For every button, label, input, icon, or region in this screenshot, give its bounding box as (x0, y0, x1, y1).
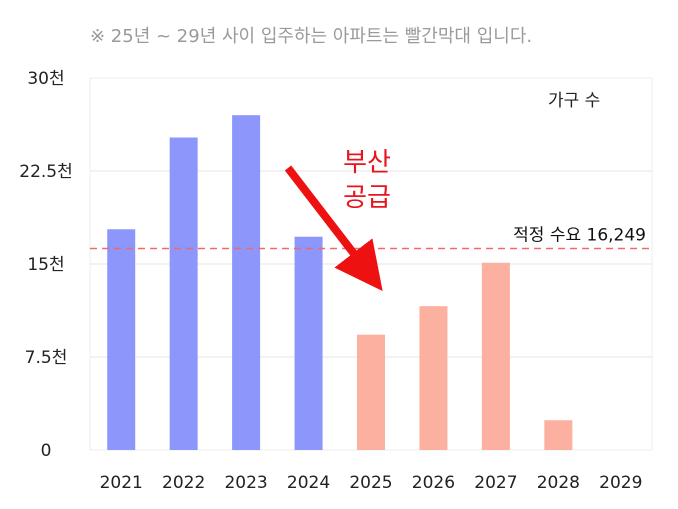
x-tick-label: 2024 (287, 473, 330, 493)
annotation-line1: 부산 (343, 148, 391, 178)
legend-label: 가구 수 (548, 91, 600, 111)
x-axis-ticks: 2021 2022 2023 2024 2025 2026 2027 2028 2029 (100, 473, 643, 493)
down-arrow-icon (284, 165, 383, 292)
x-tick-label: 2021 (100, 473, 143, 493)
y-tick-label: 15천 (27, 255, 64, 275)
y-tick-label: 0 (41, 441, 52, 461)
bar (107, 229, 136, 450)
bar (481, 262, 510, 450)
y-tick-label: 7.5천 (25, 348, 68, 368)
x-tick-label: 2029 (599, 473, 642, 493)
x-tick-label: 2028 (537, 473, 580, 493)
bar (232, 115, 261, 450)
bar (357, 334, 385, 450)
y-tick-label: 30천 (27, 69, 64, 89)
x-tick-label: 2027 (474, 473, 517, 493)
bars (107, 115, 573, 450)
x-tick-label: 2023 (224, 473, 267, 493)
header-note: ※ 25년 ~ 29년 사이 입주하는 아파트는 빨간막대 입니다. (90, 26, 532, 47)
bar (544, 420, 573, 450)
bar (169, 137, 198, 450)
x-tick-label: 2025 (349, 473, 392, 493)
bar (419, 306, 448, 450)
y-tick-label: 22.5천 (19, 162, 73, 182)
annotation-line2: 공급 (343, 183, 391, 213)
reference-line-label: 적정 수요 16,249 (513, 226, 646, 246)
x-tick-label: 2022 (162, 473, 205, 493)
x-tick-label: 2026 (412, 473, 455, 493)
bar (294, 236, 323, 450)
y-axis-ticks: 0 7.5천 15천 22.5천 30천 (19, 69, 73, 461)
